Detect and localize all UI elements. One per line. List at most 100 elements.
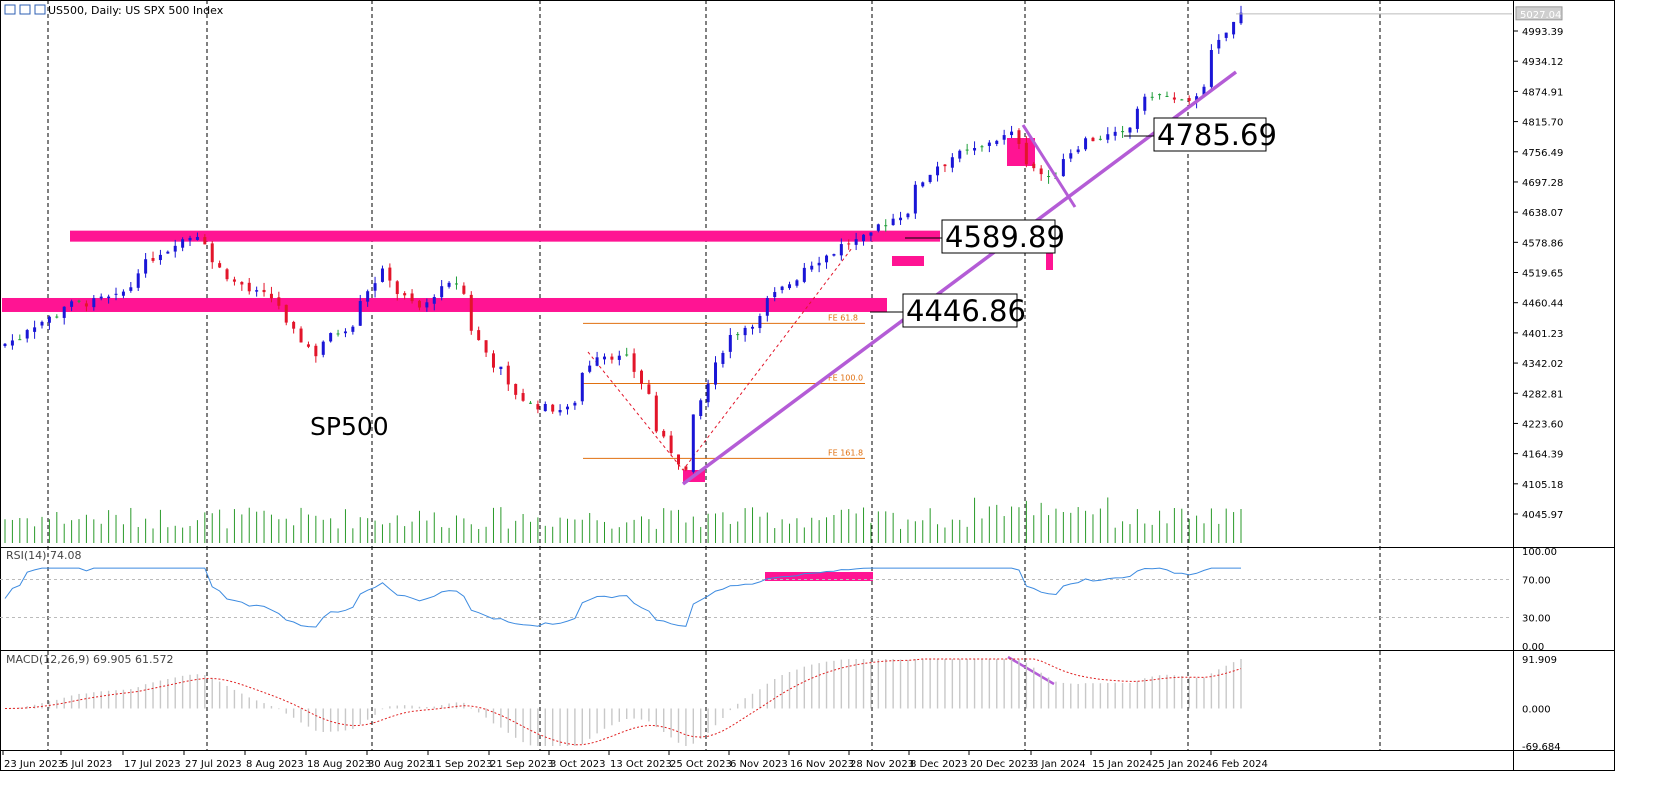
candle-body	[595, 357, 599, 366]
candle-body	[788, 284, 792, 289]
candle-body	[321, 341, 325, 355]
candle-body	[1150, 96, 1154, 98]
candle-body	[617, 355, 621, 360]
candle-body	[1039, 168, 1043, 175]
candle-body	[166, 251, 170, 254]
candle-body	[950, 157, 954, 168]
candle-body	[380, 268, 384, 282]
candle-body	[25, 330, 29, 339]
date-tick-label: 25 Oct 2023	[670, 759, 732, 770]
price-tick-label: 4934.12	[1522, 57, 1563, 68]
candle-body	[802, 267, 806, 282]
price-tick-label: 4401.23	[1522, 329, 1563, 340]
candle-body	[958, 150, 962, 159]
candle-body	[366, 291, 370, 302]
candle-body	[854, 239, 858, 245]
date-tick-label: 17 Jul 2023	[124, 759, 181, 770]
candle-body	[454, 283, 458, 285]
highlight-mark	[1046, 240, 1053, 270]
rsi-tick-label: 70.00	[1522, 576, 1551, 587]
candle-body	[669, 435, 673, 453]
candle-body	[714, 362, 718, 385]
candle-body	[1032, 163, 1036, 169]
candle-body	[1180, 99, 1184, 101]
candle-body	[388, 267, 392, 281]
candle-body	[691, 414, 695, 472]
candle-body	[684, 466, 688, 470]
rsi-line	[4, 567, 1241, 628]
date-tick-label: 5 Jul 2023	[62, 759, 112, 770]
candle-body	[121, 291, 125, 296]
candle-body	[33, 327, 37, 332]
pullback-trend-line[interactable]	[1021, 124, 1077, 208]
candle-body	[262, 289, 266, 293]
candle-body	[70, 301, 74, 307]
candle-body	[277, 297, 281, 306]
candle-body	[640, 370, 644, 384]
candle-body	[1224, 32, 1228, 38]
macd-label: MACD(12,26,9) 69.905 61.572	[6, 653, 174, 666]
candle-body	[943, 164, 947, 167]
candle-body	[77, 300, 81, 302]
level-2-callout-text: 4589.89	[945, 220, 1065, 254]
candle-body	[417, 300, 421, 308]
fibonacci-expansion: FE 61.8 FE 100.0 FE 161.8	[583, 247, 865, 471]
candle-body	[1084, 138, 1088, 150]
candle-body	[129, 287, 133, 291]
candle-body	[751, 326, 755, 329]
candle-body	[610, 356, 614, 360]
macd-divergence-line[interactable]	[1007, 655, 1055, 686]
candle-body	[284, 304, 288, 323]
candle-body	[218, 263, 222, 268]
candle-body	[647, 384, 651, 394]
candle-body	[151, 258, 155, 261]
candle-body	[1121, 131, 1125, 133]
macd-signal-line	[4, 658, 1242, 746]
macd-pane: 91.909 0.000 -69.684	[4, 655, 1561, 753]
candle-body	[884, 225, 888, 227]
resistance-zone	[70, 230, 940, 242]
candle-body	[1002, 135, 1006, 140]
candle-body	[921, 182, 925, 187]
candle-body	[269, 293, 273, 299]
candle-body	[40, 321, 44, 326]
chart-label: SP500	[310, 412, 389, 441]
fib-path	[587, 247, 853, 471]
chart-icon[interactable]	[19, 4, 31, 15]
resistance-zones	[2, 138, 1053, 581]
candle-body	[965, 149, 969, 151]
candle-body	[351, 326, 355, 332]
candle-body	[403, 293, 407, 296]
level-1-callout-text: 4785.69	[1157, 118, 1277, 152]
candle-body	[314, 345, 318, 357]
settings-icon[interactable]	[34, 4, 46, 15]
price-tick-label: 4223.60	[1522, 419, 1563, 430]
candle-body	[469, 294, 473, 331]
candle-body	[440, 286, 444, 298]
candle-body	[1076, 149, 1080, 153]
price-tick-label: 4164.39	[1522, 450, 1563, 461]
rsi-pane: 100.00 70.00 30.00 0.00	[0, 547, 1557, 653]
candle-body	[1209, 50, 1213, 87]
price-tick-label: 4756.49	[1522, 148, 1563, 159]
candle-body	[499, 366, 503, 369]
candle-body	[144, 259, 148, 274]
level-callouts: 4785.69 4589.89 4446.86	[870, 117, 1277, 328]
candle-body	[602, 356, 606, 360]
trend-lines[interactable]	[681, 70, 1238, 686]
highlight-mark	[1007, 138, 1035, 166]
candle-body	[1217, 39, 1221, 49]
candle-body	[491, 353, 495, 368]
date-tick-label: 18 Aug 2023	[307, 759, 371, 770]
main-uptrend-line[interactable]	[681, 70, 1238, 486]
table-icon[interactable]	[4, 4, 16, 15]
current-price-box	[1515, 6, 1563, 21]
fib-level-label: FE 61.8	[828, 313, 858, 322]
candle-body	[987, 142, 991, 146]
candle-body	[521, 393, 525, 401]
candle-body	[869, 232, 873, 236]
date-tick-label: 8 Aug 2023	[246, 759, 304, 770]
highlight-mark	[892, 256, 924, 266]
price-tick-label: 4460.44	[1522, 299, 1563, 310]
